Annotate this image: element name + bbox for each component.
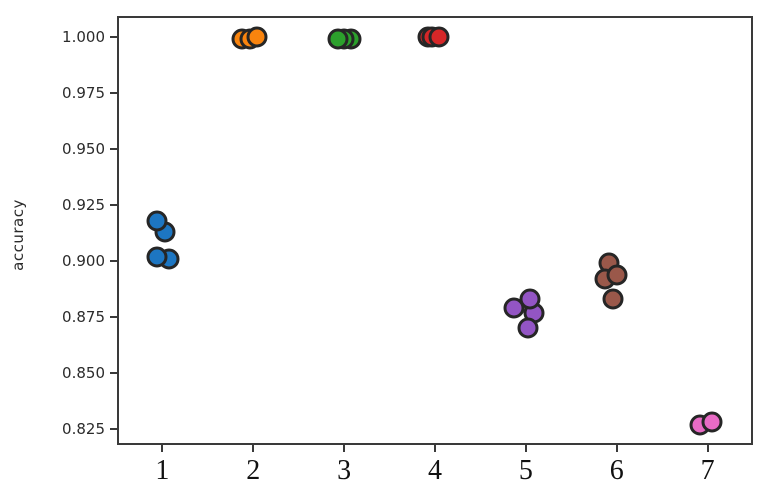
x-tick-mark — [524, 445, 527, 452]
x-tick-label: 5 — [518, 455, 533, 486]
x-tick-mark — [252, 445, 255, 452]
data-point-category-6 — [606, 264, 628, 286]
data-point-category-1 — [146, 210, 168, 232]
y-tick-mark — [110, 316, 117, 319]
y-tick-mark — [110, 204, 117, 207]
x-tick-label: 2 — [246, 455, 261, 486]
y-tick-mark — [110, 92, 117, 95]
data-point-category-5 — [519, 288, 541, 310]
x-tick-mark — [434, 445, 436, 452]
data-point-category-1 — [146, 246, 168, 268]
data-point-category-5 — [503, 297, 525, 319]
y-tick-mark — [110, 148, 117, 151]
x-tick-label: 3 — [337, 455, 352, 486]
y-tick-label: 0.875 — [62, 308, 105, 327]
data-point-category-7 — [701, 411, 723, 433]
x-tick-label: 7 — [700, 455, 715, 486]
x-tick-label: 6 — [609, 455, 624, 486]
y-tick-label: 0.950 — [62, 140, 105, 159]
x-tick-label: 1 — [155, 455, 170, 486]
y-tick-label: 0.900 — [62, 252, 105, 271]
y-tick-label: 0.975 — [62, 84, 105, 103]
y-tick-label: 0.850 — [62, 364, 105, 383]
y-axis-label: accuracy — [9, 199, 27, 271]
x-tick-label: 4 — [428, 455, 442, 486]
y-tick-label: 0.825 — [62, 420, 105, 439]
y-tick-label: 1.000 — [62, 28, 105, 47]
x-tick-mark — [706, 445, 709, 452]
x-tick-mark — [161, 445, 164, 452]
plot-area — [117, 16, 753, 445]
data-point-category-5 — [517, 317, 539, 339]
data-point-category-4 — [428, 26, 450, 48]
data-point-category-6 — [602, 288, 624, 310]
x-tick-mark — [343, 445, 346, 452]
y-tick-mark — [110, 428, 117, 431]
y-tick-label: 0.925 — [62, 196, 105, 215]
data-point-category-2 — [246, 26, 268, 48]
data-point-category-3 — [327, 28, 349, 50]
y-tick-mark — [110, 372, 117, 375]
x-tick-mark — [615, 445, 618, 452]
y-tick-mark — [110, 36, 117, 39]
y-tick-mark — [110, 260, 117, 263]
